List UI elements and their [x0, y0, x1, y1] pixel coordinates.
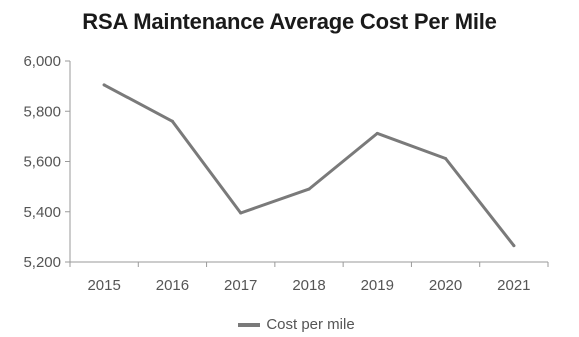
legend-swatch	[238, 322, 261, 327]
y-tick-label: 5,200	[23, 254, 61, 271]
legend-label: Cost per mile	[266, 316, 355, 333]
legend: Cost per mile	[0, 316, 579, 333]
data-point	[307, 187, 311, 191]
x-tick-label: 2015	[87, 277, 120, 294]
data-point	[444, 156, 448, 160]
x-tick-label: 2017	[224, 277, 257, 294]
series-line-0	[102, 83, 516, 248]
y-tick-label: 5,600	[23, 154, 61, 171]
x-tick-label: 2019	[361, 277, 394, 294]
x-tick-label: 2020	[429, 277, 462, 294]
chart-title: RSA Maintenance Average Cost Per Mile	[82, 9, 497, 34]
data-point	[512, 244, 516, 248]
data-point	[102, 83, 106, 87]
data-point	[375, 131, 379, 135]
y-tick-label: 5,400	[23, 204, 61, 221]
x-tick-label: 2018	[292, 277, 325, 294]
y-tick-label: 6,000	[23, 53, 61, 70]
y-tick-label: 5,800	[23, 103, 61, 120]
x-tick-label: 2016	[156, 277, 189, 294]
x-tick-label: 2021	[497, 277, 530, 294]
data-point	[170, 119, 174, 123]
data-point	[239, 211, 243, 215]
